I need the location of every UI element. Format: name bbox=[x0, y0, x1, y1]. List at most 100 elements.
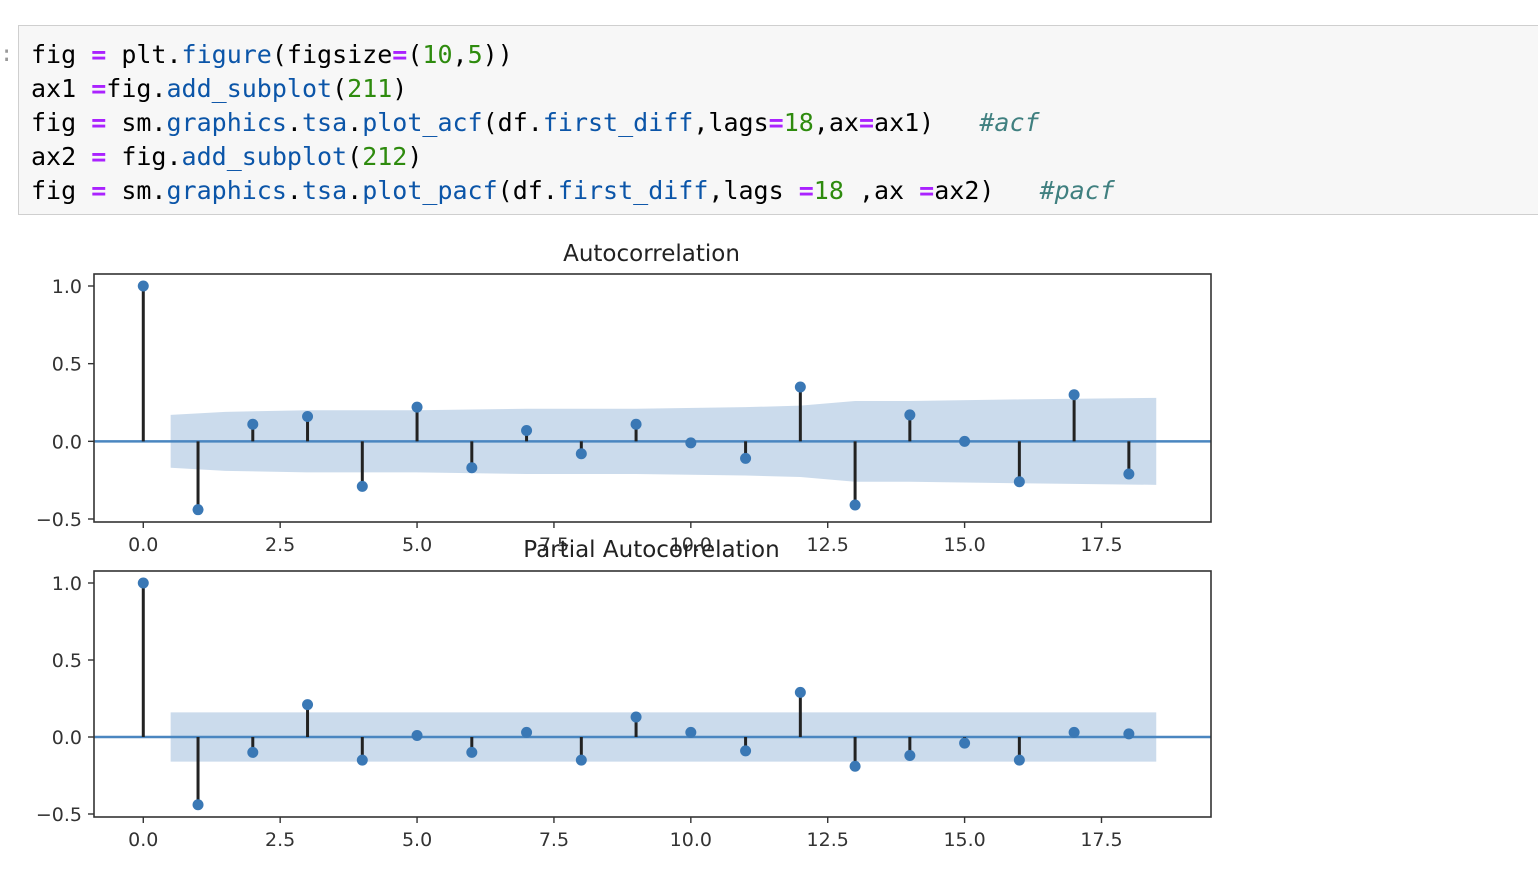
data-point bbox=[137, 577, 149, 589]
code-token: plot_acf bbox=[362, 108, 483, 137]
pacf-plot: Partial Autocorrelation −0.5 0.0 0.5 1.0 0.0 2… bbox=[36, 537, 1212, 851]
data-point bbox=[521, 424, 533, 436]
cell-prompt-marker: : bbox=[0, 42, 14, 67]
x-tick-label: 5.0 bbox=[402, 829, 432, 851]
chart-title: Partial Autocorrelation bbox=[523, 537, 779, 563]
code-line: fig = sm.graphics.tsa.plot_acf(df.first_… bbox=[31, 106, 1115, 140]
y-tick-label: 1.0 bbox=[52, 276, 82, 298]
x-tick-label: 2.5 bbox=[265, 534, 295, 556]
code-token: = bbox=[91, 176, 107, 205]
code-token: graphics bbox=[166, 176, 287, 205]
data-point bbox=[356, 754, 368, 766]
code-token: tsa bbox=[301, 108, 348, 137]
code-token: #pacf bbox=[1039, 176, 1115, 205]
x-tick-label: 12.5 bbox=[807, 829, 849, 851]
code-token: fig. bbox=[106, 74, 167, 103]
code-token: = bbox=[768, 108, 784, 137]
x-tick-label: 10.0 bbox=[670, 534, 712, 556]
code-token: = bbox=[798, 176, 814, 205]
data-point bbox=[740, 745, 752, 757]
code-token: (df. bbox=[482, 108, 543, 137]
x-tick-label: 15.0 bbox=[943, 829, 985, 851]
code-token: sm. bbox=[106, 176, 167, 205]
data-point bbox=[192, 504, 204, 516]
x-tick-label: 17.5 bbox=[1080, 829, 1122, 851]
code-token: tsa bbox=[301, 176, 348, 205]
data-point bbox=[247, 746, 259, 758]
code-token: ax2) bbox=[934, 176, 1040, 205]
code-token: ,lags bbox=[693, 108, 769, 137]
x-tick-label: 2.5 bbox=[265, 829, 295, 851]
code-token: 18 bbox=[783, 108, 814, 137]
data-point bbox=[192, 799, 204, 811]
code-token: = bbox=[858, 108, 875, 137]
x-tick-label: 15.0 bbox=[943, 534, 985, 556]
data-point bbox=[959, 435, 971, 447]
data-point bbox=[411, 401, 423, 413]
code-token: . bbox=[286, 176, 302, 205]
code-token: )) bbox=[482, 40, 513, 69]
code-line: ax2 = fig.add_subplot(212) bbox=[31, 140, 1115, 174]
x-tick-label: 5.0 bbox=[402, 534, 432, 556]
x-tick-label: 7.5 bbox=[539, 829, 569, 851]
data-point bbox=[521, 726, 533, 738]
data-point bbox=[685, 437, 697, 449]
cell-output: Autocorrelation −0.5 0.0 0.5 1.0 0.0 2.5 5.0 7.5… bbox=[0, 225, 1538, 878]
code-token: , bbox=[452, 40, 468, 69]
data-point bbox=[794, 686, 806, 698]
y-tick-label: 0.0 bbox=[52, 727, 82, 749]
chart-title: Autocorrelation bbox=[563, 241, 740, 267]
data-point bbox=[1123, 728, 1135, 740]
code-token: = bbox=[919, 176, 935, 205]
code-token: = bbox=[91, 142, 107, 171]
data-point bbox=[904, 749, 916, 761]
x-tick-label: 7.5 bbox=[539, 534, 569, 556]
code-token: 5 bbox=[467, 40, 483, 69]
data-point bbox=[794, 381, 806, 393]
code-token: ax2 bbox=[31, 142, 92, 171]
data-point bbox=[247, 418, 259, 430]
code-token: 211 bbox=[347, 74, 393, 103]
x-tick-label: 17.5 bbox=[1080, 534, 1122, 556]
x-tick-label: 0.0 bbox=[128, 534, 158, 556]
data-point bbox=[302, 699, 314, 711]
code-token: #acf bbox=[979, 108, 1040, 137]
data-point bbox=[904, 409, 916, 421]
code-token: = bbox=[392, 40, 408, 69]
data-point bbox=[630, 418, 642, 430]
data-point bbox=[302, 410, 314, 422]
code-token: = bbox=[91, 108, 107, 137]
code-token: ) bbox=[407, 142, 423, 171]
code-editor[interactable]: fig = plt.figure(figsize=(10,5)) ax1 =fig… bbox=[31, 38, 1115, 208]
y-tick-label: 0.5 bbox=[52, 354, 82, 376]
code-token: (df. bbox=[497, 176, 558, 205]
plot-frame bbox=[93, 570, 1212, 818]
y-tick-label: 0.5 bbox=[52, 650, 82, 672]
code-token: = bbox=[91, 40, 107, 69]
data-point bbox=[849, 499, 861, 511]
y-tick-label: −0.5 bbox=[36, 509, 82, 531]
y-tick-label: 0.0 bbox=[52, 431, 82, 453]
code-token: fig bbox=[31, 40, 92, 69]
data-point bbox=[849, 760, 861, 772]
data-point bbox=[466, 462, 478, 474]
code-token: ) bbox=[392, 74, 408, 103]
data-point bbox=[575, 754, 587, 766]
data-point bbox=[356, 480, 368, 492]
plot-frame bbox=[93, 273, 1212, 523]
code-token: ( bbox=[332, 74, 348, 103]
data-point bbox=[1123, 468, 1135, 480]
data-point bbox=[1068, 389, 1080, 401]
code-token: 10 bbox=[422, 40, 453, 69]
code-token: ,lags bbox=[708, 176, 799, 205]
code-token: add_subplot bbox=[181, 142, 348, 171]
code-token: sm. bbox=[106, 108, 167, 137]
code-token: fig. bbox=[106, 142, 182, 171]
code-cell[interactable]: fig = plt.figure(figsize=(10,5)) ax1 =fig… bbox=[18, 25, 1538, 215]
code-token: = bbox=[91, 74, 107, 103]
code-token: ax1) bbox=[874, 108, 980, 137]
code-token: ( bbox=[347, 142, 363, 171]
code-token: . bbox=[286, 108, 302, 137]
x-tick-label: 12.5 bbox=[807, 534, 849, 556]
code-token: 18 bbox=[813, 176, 844, 205]
